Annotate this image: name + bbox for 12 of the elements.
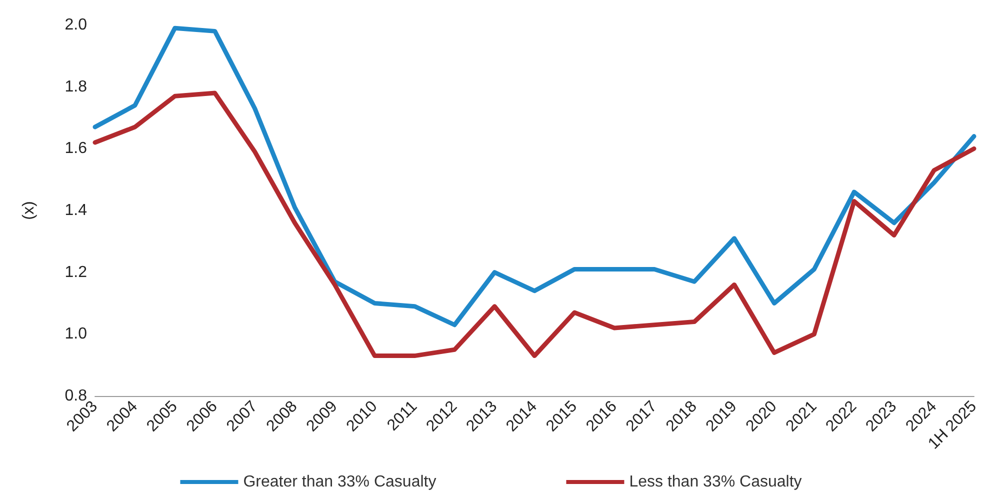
y-tick-label: 1.6 bbox=[64, 140, 88, 158]
legend-label: Greater than 33% Casualty bbox=[243, 474, 436, 490]
y-tick-label: 1.2 bbox=[64, 264, 88, 281]
y-tick-label: 1.4 bbox=[64, 202, 88, 219]
line-series bbox=[92, 90, 976, 358]
y-tick-label: 1.8 bbox=[64, 78, 88, 96]
y-axis-title: (x) bbox=[20, 201, 38, 220]
line-series bbox=[92, 26, 976, 328]
y-tick-label: 1.0 bbox=[64, 326, 88, 343]
y-tick-label: 0.8 bbox=[64, 388, 88, 404]
y-tick-label: 2.0 bbox=[64, 16, 88, 34]
legend-label: Less than 33% Casualty bbox=[629, 474, 802, 490]
